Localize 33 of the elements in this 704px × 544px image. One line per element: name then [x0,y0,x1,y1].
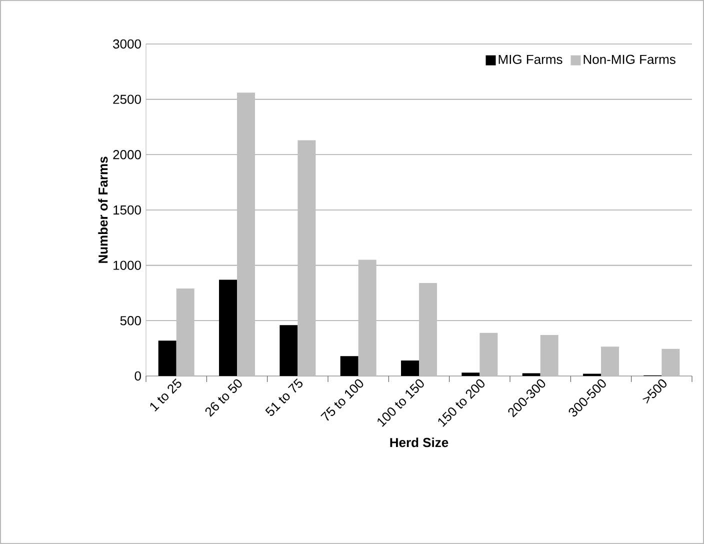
legend-label: MIG Farms [498,54,562,64]
x-tick-label: 75 to 100 [320,379,364,421]
bar [176,288,194,376]
y-axis-title: Number of Farms [98,156,108,263]
y-tick-label: 3000 [113,39,141,49]
bar [401,360,420,376]
bar [540,335,558,376]
y-tick-label: 500 [120,316,141,326]
x-tick-label: 51 to 75 [265,378,303,416]
y-tick-label: 2500 [113,94,141,104]
bar [219,280,238,376]
bar [298,140,316,376]
legend-label: Non-MIG Farms [584,54,676,64]
x-tick-label: 26 to 50 [205,379,242,417]
bar [340,356,358,376]
bar [601,346,619,376]
bar [280,325,298,376]
bar [480,332,498,376]
x-axis-title: Herd Size [390,438,448,448]
bar [662,348,680,376]
y-tick-label: 0 [134,371,141,381]
x-tick-label: 150 to 200 [438,379,484,427]
bar [522,373,540,376]
y-tick-label: 1500 [114,205,141,215]
bar [158,340,176,376]
y-tick-label: 1000 [114,260,141,270]
bar [419,283,438,376]
bar [462,372,480,376]
x-tick-label: 1 to 25 [150,378,182,412]
bar [237,92,256,376]
bar [358,260,376,376]
x-tick-label: 100 to 150 [378,379,424,427]
y-tick-label: 2000 [113,150,141,160]
